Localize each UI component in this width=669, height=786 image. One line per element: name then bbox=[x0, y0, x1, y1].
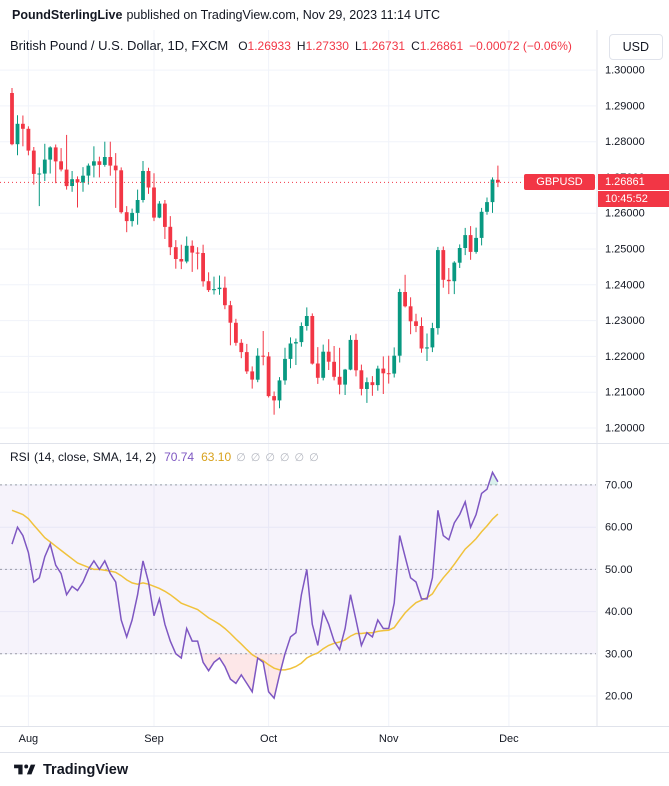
publish-info: published on TradingView.com, Nov 29, 20… bbox=[126, 8, 441, 22]
close-label: C bbox=[411, 39, 420, 53]
publish-bar: PoundSterlingLive published on TradingVi… bbox=[0, 0, 669, 30]
rsi-legend[interactable]: RSI (14, close, SMA, 14, 2) 70.74 63.10 … bbox=[10, 450, 319, 464]
symbol-title[interactable]: British Pound / U.S. Dollar, 1D, FXCM bbox=[10, 38, 229, 53]
time-axis-label-dec: Dec bbox=[499, 733, 519, 745]
time-axis-label-nov: Nov bbox=[378, 733, 399, 745]
rsi-ma-value: 63.10 bbox=[201, 450, 232, 464]
tradingview-brand[interactable]: TradingView bbox=[43, 761, 129, 778]
empty-value-icon: ∅ bbox=[279, 452, 290, 464]
open-label: O bbox=[238, 39, 248, 53]
change-value: −0.00072 (−0.06%) bbox=[469, 39, 572, 53]
empty-value-icon: ∅ bbox=[250, 452, 261, 464]
svg-text:40.00: 40.00 bbox=[605, 606, 633, 618]
empty-value-icon: ∅ bbox=[265, 452, 275, 464]
svg-text:1.29000: 1.29000 bbox=[605, 100, 645, 112]
svg-text:1.30000: 1.30000 bbox=[605, 65, 645, 77]
price-chart[interactable]: 1.300001.290001.280001.270001.260001.250… bbox=[0, 30, 669, 443]
publisher-name: PoundSterlingLive bbox=[12, 8, 123, 22]
svg-text:70.00: 70.00 bbox=[605, 479, 633, 491]
svg-text:1.21000: 1.21000 bbox=[605, 387, 645, 399]
empty-value-icon: ∅ bbox=[294, 452, 305, 464]
svg-text:1.25000: 1.25000 bbox=[605, 244, 645, 256]
svg-text:1.28000: 1.28000 bbox=[605, 136, 645, 148]
time-axis-label-oct: Oct bbox=[260, 733, 278, 745]
current-price-badge: 1.26861 bbox=[598, 174, 669, 191]
chart-panel: 1.300001.290001.280001.270001.260001.250… bbox=[0, 30, 669, 726]
rsi-title: RSI bbox=[10, 450, 31, 464]
close-value: 1.26861 bbox=[419, 39, 464, 53]
rsi-chart[interactable]: 70.00 60.00 50.00 40.00 30.00 20.00 bbox=[0, 443, 669, 726]
svg-text:1.22000: 1.22000 bbox=[605, 351, 645, 363]
time-axis[interactable]: Aug Sep Oct Nov Dec bbox=[0, 726, 669, 752]
svg-text:50.00: 50.00 bbox=[605, 564, 633, 576]
svg-text:1.26000: 1.26000 bbox=[605, 208, 645, 220]
empty-value-icon: ∅ bbox=[236, 452, 246, 464]
svg-text:60.00: 60.00 bbox=[605, 522, 633, 534]
svg-text:1.23000: 1.23000 bbox=[605, 315, 645, 327]
time-axis-label-aug: Aug bbox=[18, 733, 39, 745]
svg-text:1.24000: 1.24000 bbox=[605, 279, 645, 291]
low-label: L bbox=[354, 39, 362, 53]
high-value: 1.27330 bbox=[305, 39, 349, 53]
footer-bar: TradingView bbox=[0, 752, 669, 786]
svg-text:20.00: 20.00 bbox=[605, 691, 633, 703]
currency-toggle-button[interactable]: USD bbox=[608, 34, 663, 60]
rsi-value: 70.74 bbox=[164, 450, 195, 464]
open-value: 1.26933 bbox=[247, 39, 291, 53]
candle-countdown-badge: 10:45:52 bbox=[598, 190, 669, 207]
svg-text:30.00: 30.00 bbox=[605, 648, 633, 660]
tradingview-logo-icon[interactable] bbox=[14, 761, 36, 778]
empty-value-icon: ∅ bbox=[309, 452, 319, 464]
low-value: 1.26731 bbox=[361, 39, 406, 53]
symbol-price-tag: GBPUSD bbox=[524, 174, 595, 191]
time-axis-label-sep: Sep bbox=[144, 733, 164, 745]
high-label: H bbox=[296, 39, 306, 53]
svg-text:1.20000: 1.20000 bbox=[605, 423, 645, 435]
rsi-params: (14, close, SMA, 14, 2) bbox=[34, 450, 157, 464]
